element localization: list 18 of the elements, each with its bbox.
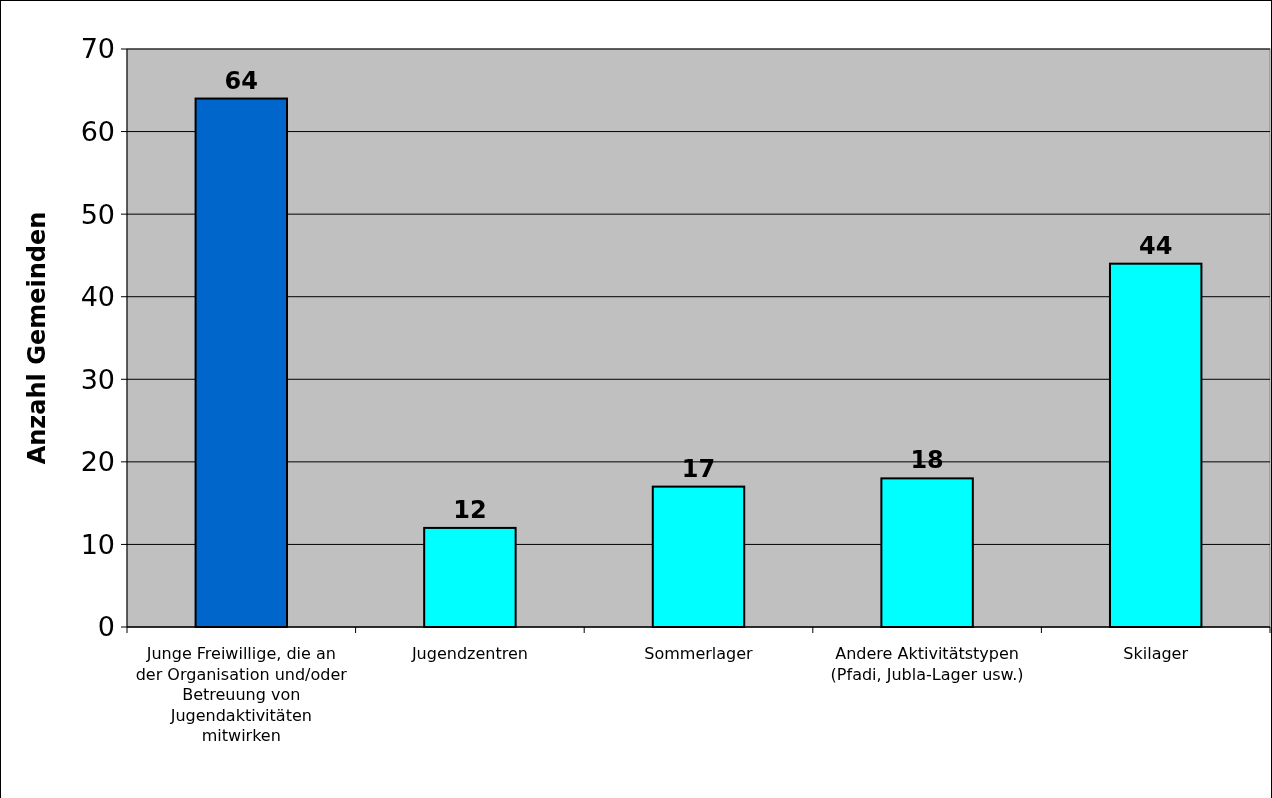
data-label: 64: [224, 66, 258, 95]
y-axis-title: Anzahl Gemeinden: [23, 211, 51, 465]
y-tick-label: 40: [80, 281, 115, 313]
y-tick-label: 10: [80, 528, 115, 560]
x-tick-label: Andere Aktivitätstypen (Pfadi, Jubla-Lager usw.): [830, 644, 1024, 684]
data-label: 12: [453, 495, 487, 524]
y-tick-label: 50: [80, 198, 115, 230]
data-label: 44: [1139, 231, 1173, 260]
y-tick-label: 20: [80, 446, 115, 478]
y-tick-label: 0: [97, 611, 115, 643]
x-tick-label: Junge Freiwillige, die an der Organisation und/oder Betreuung von Jugendaktivitäten mitwirken: [135, 644, 348, 745]
y-tick-label: 60: [80, 116, 115, 148]
data-label: 17: [681, 454, 716, 483]
y-tick-label: 70: [80, 33, 115, 65]
x-tick-label: Sommerlager: [644, 644, 754, 663]
x-tick-label: Jugendzentren: [410, 644, 528, 663]
x-tick-label: Skilager: [1123, 644, 1189, 663]
y-tick-label: 30: [80, 363, 115, 395]
